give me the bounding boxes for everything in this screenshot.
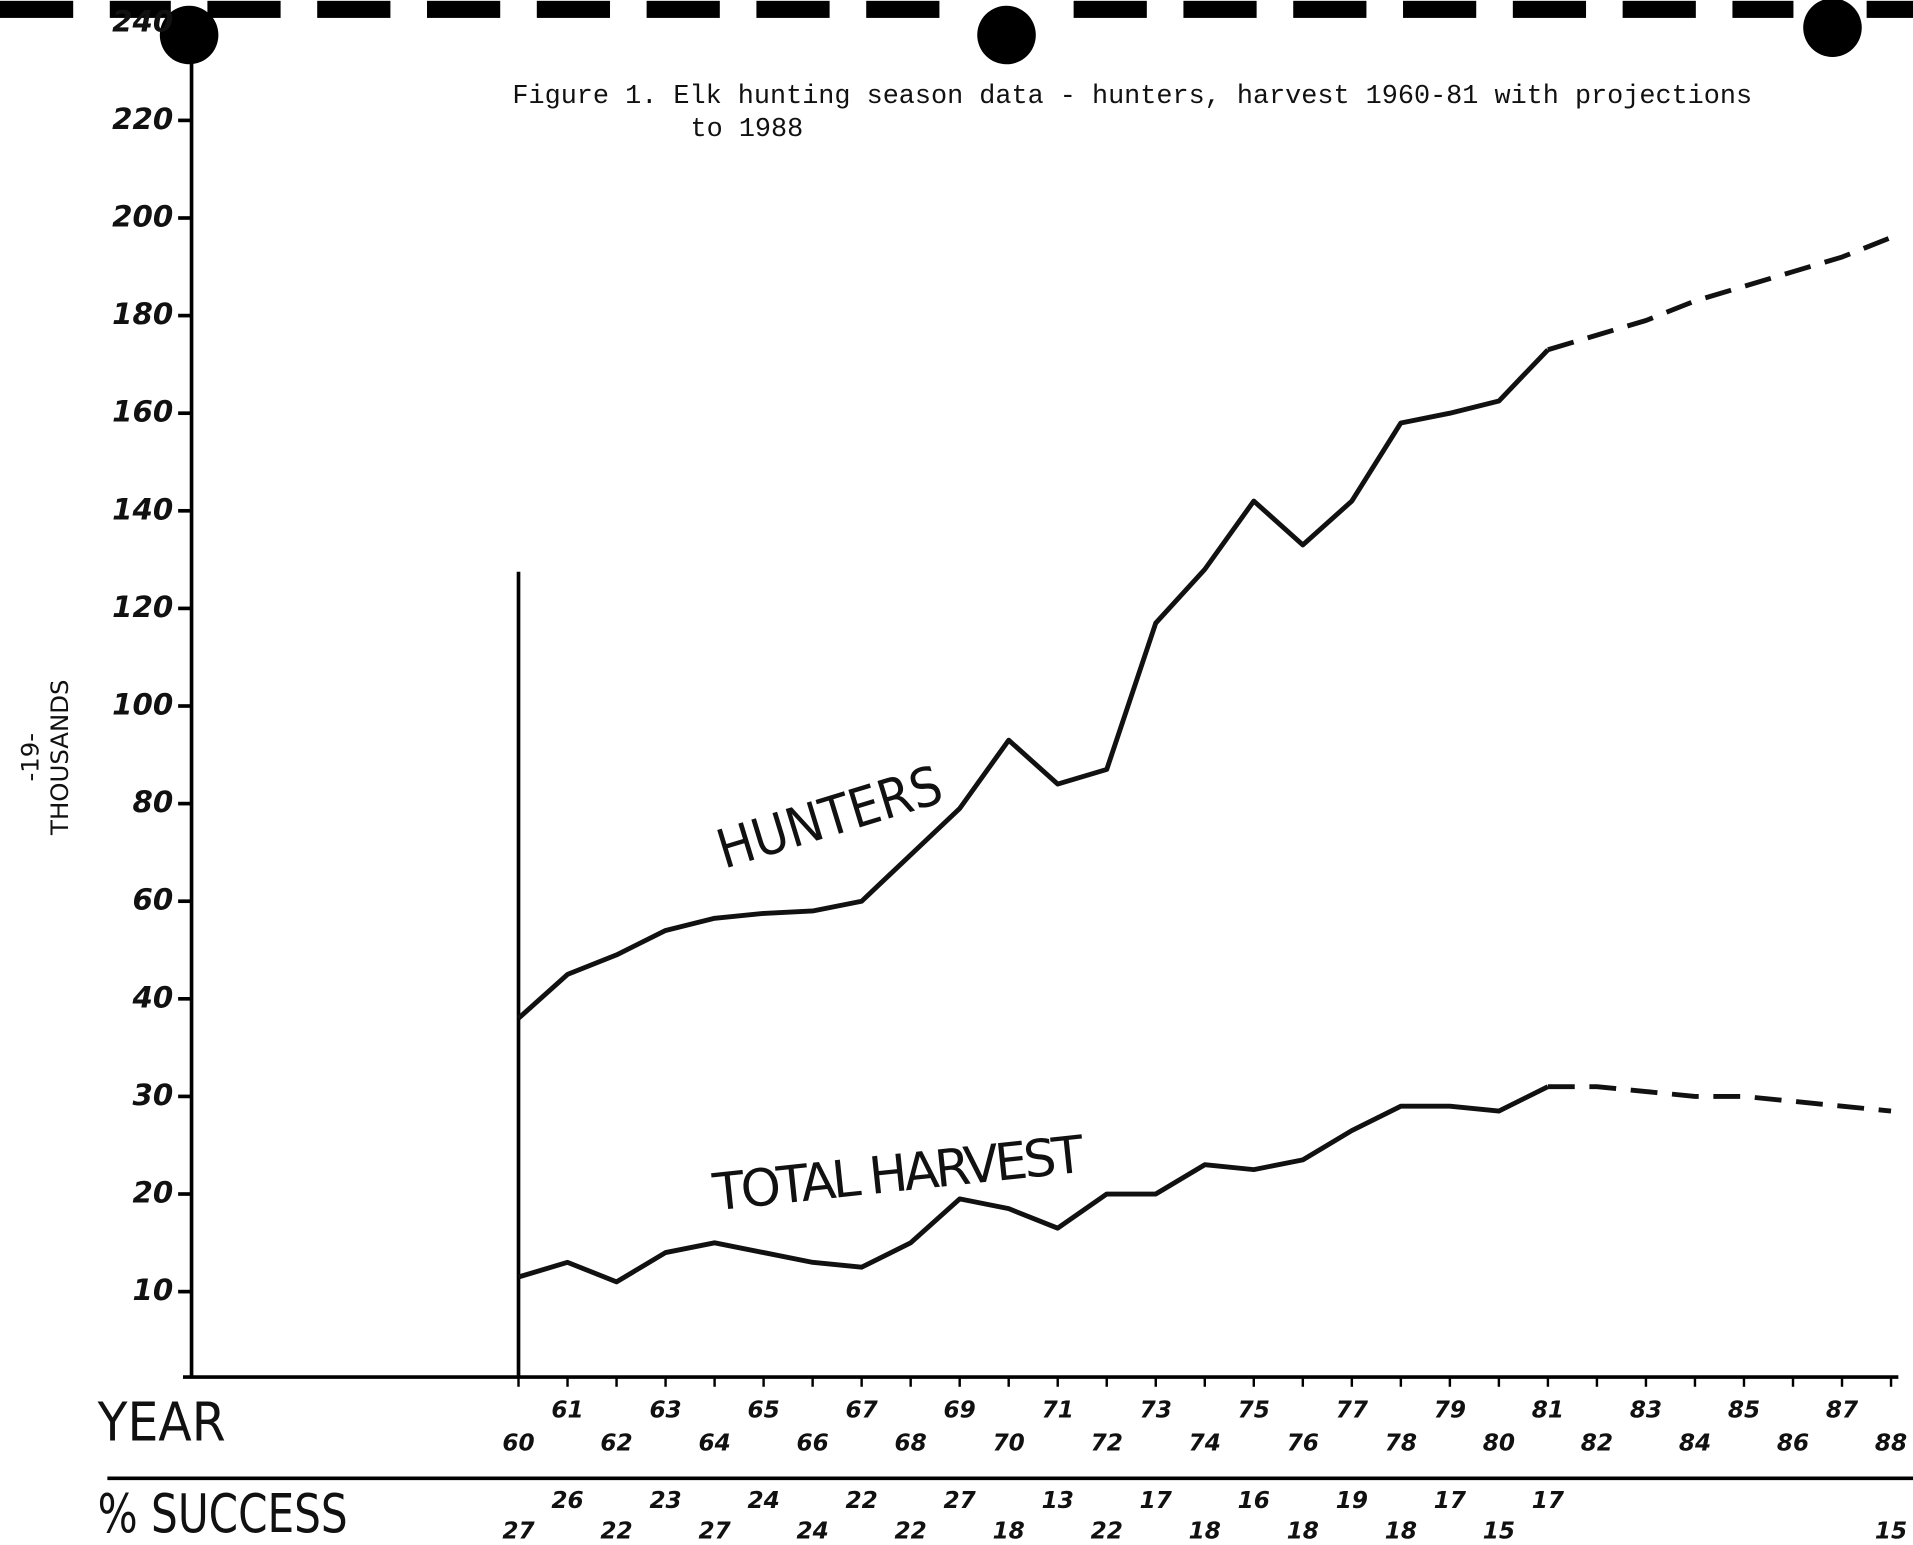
x-tick-label: 79 (1434, 1397, 1466, 1424)
x-tick-label: 81 (1532, 1397, 1564, 1424)
x-tick-label: 87 (1826, 1397, 1859, 1424)
success-label: 27 (698, 1517, 731, 1544)
y-axis-label: THOUSANDS (45, 680, 74, 836)
x-tick-label: 73 (1140, 1397, 1172, 1424)
page-number: -19- (16, 733, 45, 782)
success-label: 22 (846, 1487, 878, 1514)
x-tick-label: 66 (796, 1430, 828, 1457)
series-annotation: TOTAL HARVEST (709, 1125, 1087, 1224)
y-tick-label: 220 (112, 102, 173, 136)
success-label: 24 (747, 1487, 779, 1514)
chart-title: Figure 1. Elk hunting season data - hunt… (512, 82, 1752, 145)
projection-line (1547, 235, 1892, 353)
success-label: 27 (944, 1487, 977, 1514)
success-label: 19 (1336, 1487, 1368, 1514)
success-label: 15 (1875, 1517, 1907, 1544)
data-line (517, 1084, 1549, 1285)
x-tick-label: 77 (1336, 1397, 1369, 1424)
success-label: 16 (1238, 1487, 1270, 1514)
x-tick-label: 70 (993, 1430, 1025, 1457)
success-label: 18 (1189, 1517, 1221, 1544)
x-tick-label: 76 (1287, 1430, 1319, 1457)
y-tick-label: 140 (112, 492, 173, 526)
y-tick-label: 160 (112, 395, 173, 429)
x-tick-label: 83 (1630, 1397, 1662, 1424)
x-tick-label: 80 (1483, 1430, 1515, 1457)
success-label: 17 (1140, 1487, 1173, 1514)
y-tick-label: 80 (133, 785, 174, 819)
x-tick-label: 69 (944, 1397, 976, 1424)
y-tick-label: 200 (112, 199, 173, 233)
x-tick-label: 84 (1679, 1430, 1711, 1457)
success-label: 22 (600, 1517, 632, 1544)
y-tick-label: 30 (133, 1078, 174, 1112)
x-tick-label: 74 (1189, 1430, 1221, 1457)
x-tick-label: 67 (846, 1397, 879, 1424)
x-tick-label: 85 (1728, 1397, 1760, 1424)
y-tick-label: 120 (112, 590, 173, 624)
y-tick-label: 100 (112, 688, 173, 722)
success-label: 22 (1091, 1517, 1123, 1544)
success-label: 17 (1532, 1487, 1565, 1514)
series-annotation: HUNTERS (709, 753, 949, 881)
y-tick-label: 40 (132, 980, 174, 1014)
x-tick-label: 82 (1581, 1430, 1613, 1457)
x-tick-label: 88 (1875, 1430, 1907, 1457)
x-tick-label: 71 (1042, 1397, 1074, 1424)
x-tick-label: 86 (1777, 1430, 1809, 1457)
y-tick-label: 20 (133, 1176, 174, 1210)
success-label: 18 (993, 1517, 1025, 1544)
x-tick-label: 63 (649, 1397, 681, 1424)
success-label: 24 (796, 1517, 828, 1544)
x-tick-label: 62 (600, 1430, 632, 1457)
success-label: % SUCCESS (98, 1482, 348, 1545)
success-label: 18 (1385, 1517, 1417, 1544)
y-tick-label: 240 (112, 4, 173, 38)
x-tick-label: 61 (551, 1397, 583, 1424)
x-tick-label: 72 (1091, 1430, 1123, 1457)
success-label: 13 (1042, 1487, 1074, 1514)
projection-line (1547, 1084, 1892, 1114)
success-label: 27 (502, 1517, 535, 1544)
x-tick-label: 64 (698, 1430, 730, 1457)
success-label: 26 (551, 1487, 583, 1514)
x-tick-label: 75 (1238, 1397, 1270, 1424)
success-label: 17 (1434, 1487, 1467, 1514)
y-tick-label: 10 (133, 1273, 174, 1307)
data-line (516, 348, 1550, 1021)
success-label: 18 (1287, 1517, 1319, 1544)
x-axis-label: YEAR (97, 1390, 226, 1453)
x-tick-label: 78 (1385, 1430, 1417, 1457)
success-label: 22 (895, 1517, 927, 1544)
x-tick-label: 68 (895, 1430, 927, 1457)
y-tick-label: 180 (112, 297, 173, 331)
x-tick-label: 60 (502, 1430, 534, 1457)
x-tick-label: 65 (747, 1397, 779, 1424)
top-border (0, 0, 1913, 65)
success-label: 23 (649, 1487, 681, 1514)
success-label: 15 (1483, 1517, 1515, 1544)
y-tick-label: 60 (133, 883, 174, 917)
